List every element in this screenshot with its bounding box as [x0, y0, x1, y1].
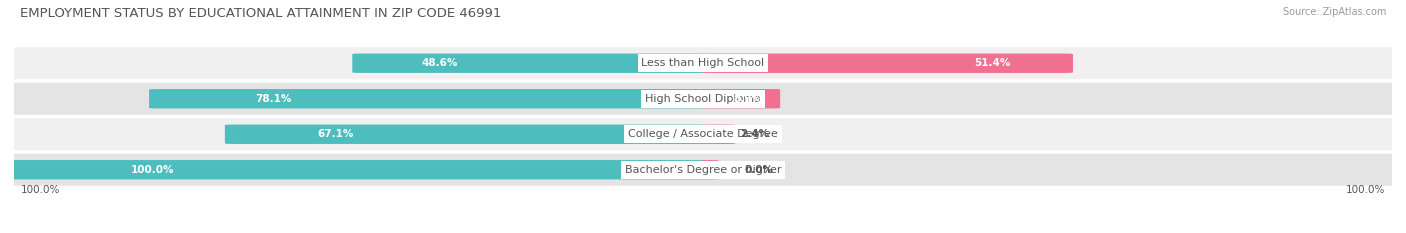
FancyBboxPatch shape: [702, 160, 718, 179]
FancyBboxPatch shape: [353, 54, 704, 73]
Text: Source: ZipAtlas.com: Source: ZipAtlas.com: [1282, 7, 1386, 17]
Text: High School Diploma: High School Diploma: [645, 94, 761, 104]
Text: 2.4%: 2.4%: [740, 129, 769, 139]
FancyBboxPatch shape: [149, 89, 704, 108]
Text: 48.6%: 48.6%: [422, 58, 458, 68]
Text: 100.0%: 100.0%: [131, 165, 174, 175]
FancyBboxPatch shape: [0, 154, 1406, 186]
FancyBboxPatch shape: [702, 89, 780, 108]
Text: 67.1%: 67.1%: [316, 129, 353, 139]
Text: 100.0%: 100.0%: [21, 185, 60, 195]
Text: 0.0%: 0.0%: [744, 165, 773, 175]
FancyBboxPatch shape: [702, 54, 1073, 73]
FancyBboxPatch shape: [0, 118, 1406, 150]
FancyBboxPatch shape: [702, 125, 735, 144]
Text: Less than High School: Less than High School: [641, 58, 765, 68]
FancyBboxPatch shape: [0, 47, 1406, 79]
Text: Bachelor's Degree or higher: Bachelor's Degree or higher: [624, 165, 782, 175]
Text: EMPLOYMENT STATUS BY EDUCATIONAL ATTAINMENT IN ZIP CODE 46991: EMPLOYMENT STATUS BY EDUCATIONAL ATTAINM…: [20, 7, 501, 20]
FancyBboxPatch shape: [225, 125, 704, 144]
Text: 78.1%: 78.1%: [254, 94, 291, 104]
Text: 100.0%: 100.0%: [1346, 185, 1385, 195]
Text: 8.9%: 8.9%: [733, 94, 762, 104]
Text: College / Associate Degree: College / Associate Degree: [628, 129, 778, 139]
FancyBboxPatch shape: [0, 160, 704, 179]
FancyBboxPatch shape: [0, 83, 1406, 115]
Text: 51.4%: 51.4%: [974, 58, 1011, 68]
